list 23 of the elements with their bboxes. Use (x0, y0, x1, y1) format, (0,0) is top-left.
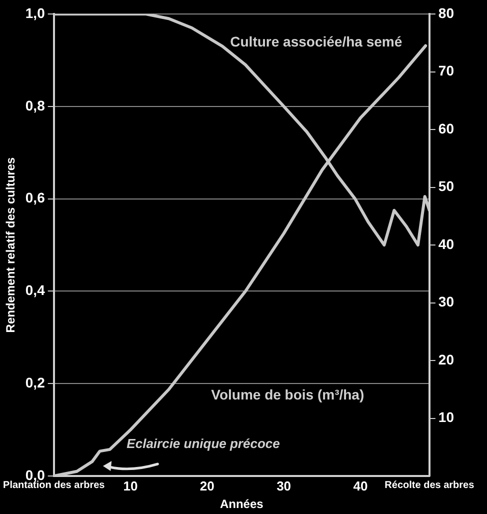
y2-tick-label: 20 (438, 351, 454, 368)
y-tick-label: 0,6 (25, 190, 46, 206)
x-axis-title: Années (220, 497, 264, 512)
y-tick-label: 1,0 (25, 4, 46, 21)
y2-tick-label: 40 (438, 236, 454, 252)
annotation: Eclaircie unique précoce (126, 436, 280, 451)
y-tick-label: 0,8 (25, 97, 46, 114)
y-tick-label: 0,4 (25, 282, 46, 298)
y2-tick-label: 60 (438, 120, 454, 136)
x-tick-label: Récolte des arbres (384, 480, 475, 491)
series-label: Culture associée/ha semé (230, 33, 402, 50)
y2-tick-label: 10 (438, 409, 454, 426)
x-tick-label: 30 (276, 478, 292, 494)
text: Volume de bois (m³/ha) (211, 386, 364, 402)
x-tick-label: 40 (353, 478, 368, 494)
x-tick-label: 20 (200, 478, 214, 494)
y2-tick-label: 80 (438, 4, 454, 21)
y2-tick-label: 70 (438, 62, 454, 79)
y2-tick-label: 30 (438, 294, 454, 310)
y-tick-label: 0,2 (25, 374, 46, 390)
x-tick-label: 10 (123, 478, 138, 494)
y-axis-title: Rendement relatif des cultures (4, 156, 18, 333)
y2-tick-label: 50 (438, 178, 454, 194)
